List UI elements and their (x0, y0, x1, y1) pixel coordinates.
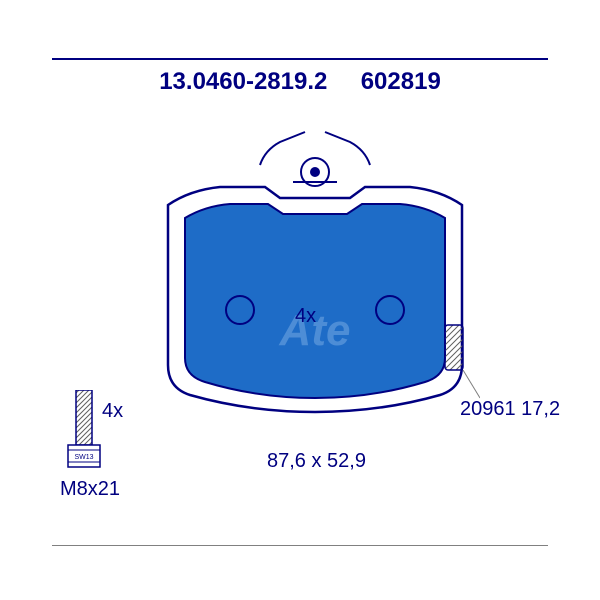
brake-pad-illustration: Ate (150, 130, 480, 420)
bolt-illustration: SW13 (64, 390, 104, 475)
footer-divider (52, 545, 548, 546)
part-number-title: 13.0460-2819.2 602819 (0, 68, 600, 96)
bolt-quantity: 4x (102, 400, 123, 423)
brake-pad-quantity: 4x (295, 305, 316, 328)
bolt-head-label: SW13 (74, 454, 93, 461)
part-number-primary: 13.0460-2819.2 (159, 68, 327, 95)
diagram-container: 13.0460-2819.2 602819 Ate (0, 0, 600, 600)
header-divider (52, 58, 548, 60)
part-number-secondary: 602819 (361, 68, 441, 95)
wear-code-label: 20961 17,2 (460, 398, 560, 421)
bolt-spec-label: M8x21 (60, 478, 120, 501)
dimensions-label: 87,6 x 52,9 (267, 450, 366, 473)
